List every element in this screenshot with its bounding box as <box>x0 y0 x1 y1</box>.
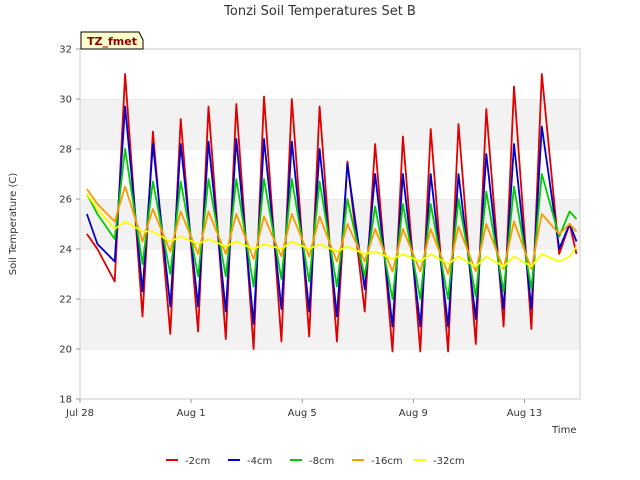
grid-band <box>80 299 580 349</box>
legend-label: -2cm <box>185 456 210 467</box>
x-tick-label: Aug 13 <box>507 408 542 419</box>
y-axis-label: Soil Temperature (C) <box>8 173 19 276</box>
series-lines <box>86 73 578 353</box>
grid-band <box>80 49 580 99</box>
legend-label: -4cm <box>247 456 272 467</box>
y-tick-label: 30 <box>59 95 72 106</box>
legend-label: -8cm <box>309 456 334 467</box>
legend: -2cm -4cm -8cm -16cm -32cm <box>166 456 465 467</box>
y-tick-label: 20 <box>59 345 72 356</box>
plot-bands <box>80 48 580 399</box>
series-line-4cmcm <box>86 105 578 328</box>
series-line-32cmcm <box>86 193 578 268</box>
station-badge: TZ_fmet <box>80 31 144 50</box>
y-tick-label: 22 <box>59 295 72 306</box>
plot-area <box>79 48 581 400</box>
grid-band <box>80 149 580 199</box>
grid-band <box>80 99 580 149</box>
x-axis: Jul 28 Aug 1 Aug 5 Aug 9 Aug 13 <box>65 399 542 419</box>
y-tick-label: 24 <box>59 245 72 256</box>
x-tick-label: Aug 9 <box>399 408 428 419</box>
y-axis: 18 20 22 24 26 28 30 32 <box>59 45 80 406</box>
series-line-2cmcm <box>86 73 578 353</box>
x-tick-label: Aug 1 <box>177 408 206 419</box>
legend-label: -16cm <box>371 456 403 467</box>
y-tick-label: 32 <box>59 45 72 56</box>
series-line-16cmcm <box>86 185 578 275</box>
y-tick-label: 28 <box>59 145 72 156</box>
x-tick-label: Jul 28 <box>65 408 94 419</box>
chart-title: Tonzi Soil Temperatures Set B <box>223 4 416 19</box>
station-badge-label: TZ_fmet <box>87 35 137 48</box>
x-axis-label: Time <box>551 425 576 436</box>
grid-band <box>80 349 580 399</box>
y-tick-label: 26 <box>59 195 72 206</box>
series-line-8cmcm <box>86 148 578 300</box>
y-tick-label: 18 <box>59 395 72 406</box>
legend-label: -32cm <box>433 456 465 467</box>
x-tick-label: Aug 5 <box>288 408 317 419</box>
